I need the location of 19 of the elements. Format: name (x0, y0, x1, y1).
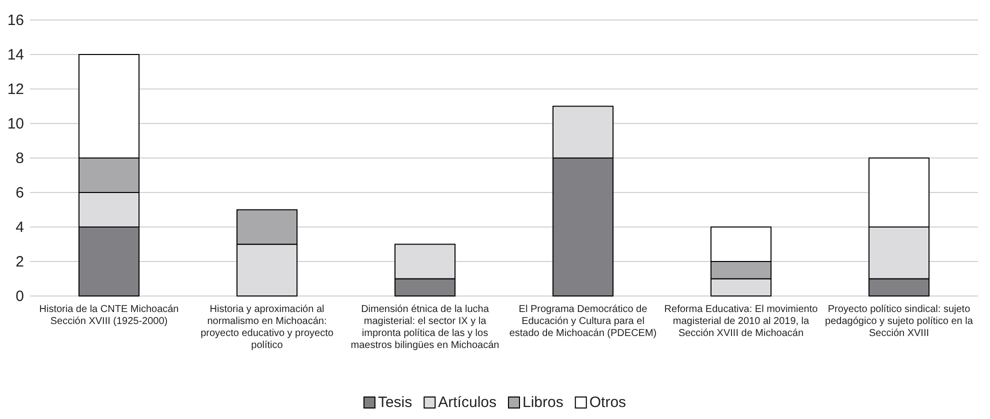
y-tick-label: 10 (7, 115, 24, 132)
y-tick-label: 4 (16, 218, 24, 236)
x-tick-label: Dimensión étnica de la lucha magisterial: el sector IX y la impronta política de las y los maestros bilingües en Michoacán (350, 304, 500, 351)
x-tick-label: Reforma Educativa: El movimiento magisterial de 2010 al 2019, la Sección XVIII de Michoacán (664, 304, 818, 339)
x-tick-label: El Programa Democrático de Educación y Cultura para el estado de Michoacán (PDECEM) (509, 304, 657, 339)
y-tick-label: 12 (7, 80, 24, 98)
x-tick-label: Historia y aproximación al normalismo en Michoacán: proyecto educativo y proyecto político (200, 304, 334, 351)
x-tick-label: Historia de la CNTE Michoacán Sección XVIII (1925-2000) (39, 304, 179, 327)
legend-label: Artículos (438, 394, 496, 411)
y-tick-label: 8 (16, 150, 24, 167)
y-tick-label: 14 (7, 46, 24, 64)
y-tick-label: 0 (16, 288, 24, 305)
x-tick-label: Proyecto político sindical: sujeto pedagógico y sujeto político en la Sección XVIII (825, 304, 974, 339)
legend-label: Otros (589, 394, 626, 411)
y-tick-label: 16 (7, 12, 24, 29)
y-tick-label: 6 (16, 184, 24, 202)
y-tick-label: 2 (16, 253, 24, 270)
legend-label: Libros (522, 394, 564, 411)
legend-label: Tesis (378, 394, 412, 411)
